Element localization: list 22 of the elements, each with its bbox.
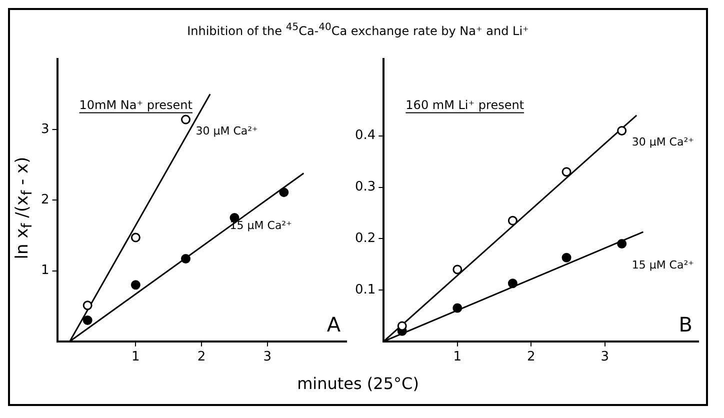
x-tick-label: 3 bbox=[600, 350, 610, 365]
series-label: 30 µM Ca²⁺ bbox=[196, 124, 258, 138]
chart-title: Inhibition of the $^{45}$Ca-$^{40}$Ca exchange rate by Na⁺ and Li⁺ bbox=[186, 21, 530, 40]
x-tick-label: 1 bbox=[453, 350, 462, 365]
x-tick-label: 2 bbox=[197, 350, 206, 365]
annotation: A bbox=[326, 312, 341, 336]
x-tick-label: 3 bbox=[263, 350, 272, 365]
y-tick-label: 3 bbox=[40, 122, 50, 137]
y-tick-label: 0.1 bbox=[354, 282, 376, 298]
annotation: 10mM Na⁺ present bbox=[79, 98, 193, 112]
annotation: B bbox=[678, 312, 692, 336]
y-tick-label: 1 bbox=[40, 263, 50, 278]
x-tick-label: 1 bbox=[132, 350, 140, 365]
x-tick-label: 2 bbox=[526, 350, 536, 365]
x-axis-title: minutes (25°C) bbox=[296, 374, 420, 393]
series-label: 30 µM Ca²⁺ bbox=[632, 136, 694, 149]
series-label: 15 µM Ca²⁺ bbox=[632, 258, 694, 272]
annotation: 160 mM Li⁺ present bbox=[406, 98, 524, 112]
y-tick-label: 0.2 bbox=[354, 231, 376, 246]
y-tick-label: 0.3 bbox=[354, 180, 376, 195]
y-tick-label: 2 bbox=[40, 192, 50, 208]
y-tick-label: 0.4 bbox=[354, 128, 376, 144]
